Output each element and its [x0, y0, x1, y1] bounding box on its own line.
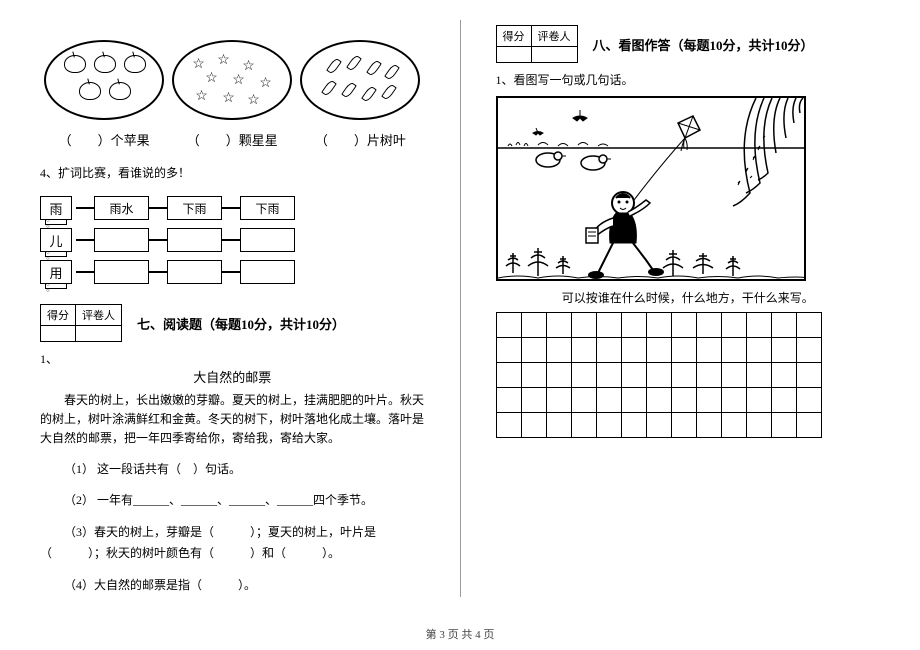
leaf-label: （ ）片树叶 [315, 130, 406, 149]
diagram-box[interactable] [167, 228, 222, 252]
column-divider [460, 20, 461, 597]
diagram-start: 儿 [40, 228, 72, 252]
writing-grid[interactable] [496, 312, 822, 438]
reading-num: 1、 [40, 352, 58, 366]
diagram-box[interactable] [240, 228, 295, 252]
reading-q2: （2） 一年有______、______、______、______四个季节。 [40, 490, 425, 512]
reading-q4: （4）大自然的邮票是指（ ）。 [40, 575, 425, 597]
apple-oval [44, 40, 164, 120]
reading-q3: （3）春天的树上，芽瓣是（ ）；夏天的树上，叶片是（ ）；秋天的树叶颜色有（ ）… [40, 522, 425, 565]
section7-title: 七、阅读题（每题10分，共计10分） [137, 314, 345, 333]
passage-text: 春天的树上，长出嫩嫩的芽瓣。夏天的树上，挂满肥肥的叶片。秋天的树上，树叶涂满鲜红… [40, 391, 425, 449]
reading-block: 1、 大自然的邮票 春天的树上，长出嫩嫩的芽瓣。夏天的树上，挂满肥肥的叶片。秋天… [40, 350, 425, 597]
diagram-box[interactable] [94, 260, 149, 284]
writing-hint: 可以按谁在什么时候，什么地方，干什么来写。 [496, 289, 881, 306]
score-box-8: 得分 评卷人 八、看图作答（每题10分，共计10分） [496, 25, 881, 63]
writing-picture [496, 96, 806, 281]
word-diagram: 雨 雨水 下雨 下雨 儿 用 [40, 196, 425, 284]
apple-label: （ ）个苹果 [59, 130, 150, 149]
diagram-box[interactable]: 下雨 [240, 196, 295, 220]
diagram-start: 用 [40, 260, 72, 284]
counting-labels: （ ）个苹果 （ ）颗星星 （ ）片树叶 [40, 130, 425, 149]
q4-prompt: 4、扩词比赛，看谁说的多！ [40, 164, 425, 181]
section8-title: 八、看图作答（每题10分，共计10分） [593, 35, 814, 54]
star-oval: ☆ ☆ ☆ ☆ ☆ ☆ ☆ ☆ ☆ [172, 40, 292, 120]
diagram-box[interactable] [240, 260, 295, 284]
score-col: 得分 [496, 26, 531, 47]
reading-q1: （1） 这一段话共有（ ）句话。 [40, 459, 425, 481]
grader-col: 评卷人 [76, 305, 122, 326]
grader-col: 评卷人 [531, 26, 577, 47]
diagram-box[interactable] [94, 228, 149, 252]
page-footer: 第 3 页 共 4 页 [0, 626, 920, 642]
counting-figures: ☆ ☆ ☆ ☆ ☆ ☆ ☆ ☆ ☆ [40, 40, 425, 120]
diagram-box[interactable]: 下雨 [167, 196, 222, 220]
leaf-oval [300, 40, 420, 120]
passage-title: 大自然的邮票 [40, 367, 425, 386]
diagram-start: 雨 [40, 196, 72, 220]
score-col: 得分 [41, 305, 76, 326]
star-label: （ ）颗星星 [187, 130, 278, 149]
diagram-box[interactable] [167, 260, 222, 284]
diagram-box[interactable]: 雨水 [94, 196, 149, 220]
score-box-7: 得分 评卷人 七、阅读题（每题10分，共计10分） [40, 304, 425, 342]
section8-prompt: 1、看图写一句或几句话。 [496, 71, 881, 88]
